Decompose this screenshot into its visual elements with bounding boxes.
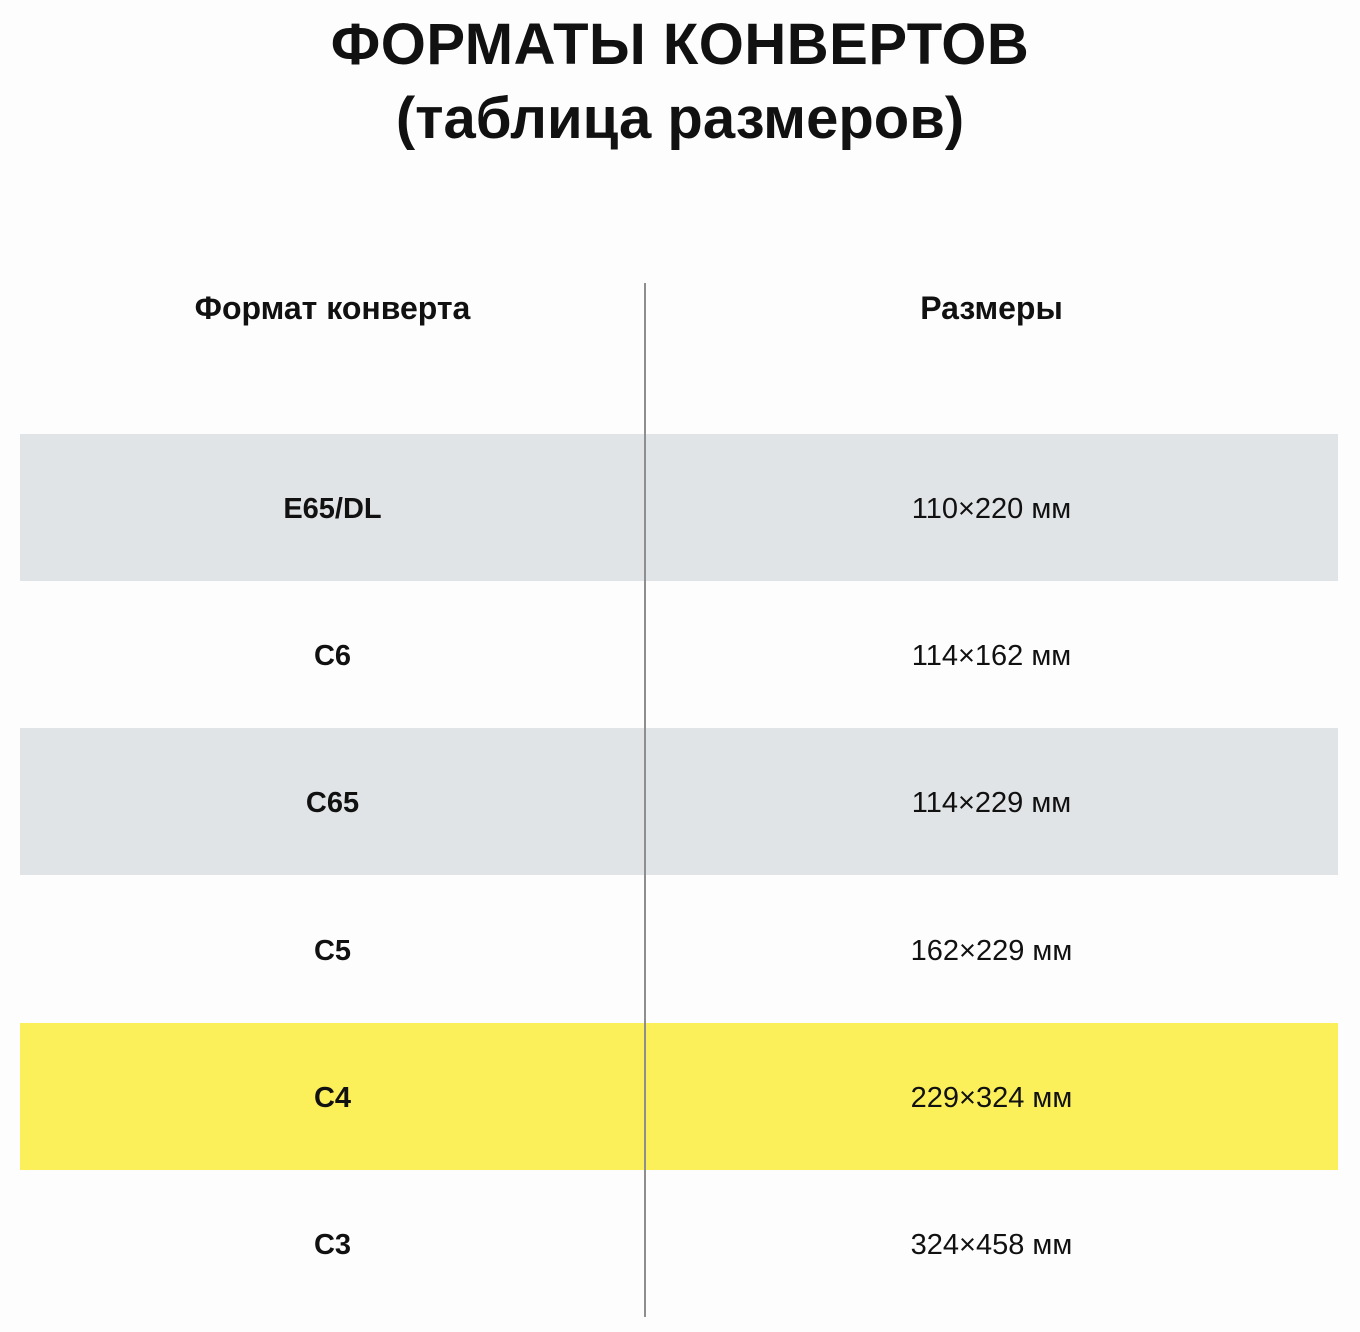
column-header-format: Формат конверта [194, 290, 471, 326]
size-cell: 162×229 мм [910, 935, 1073, 967]
format-cell: C5 [313, 935, 352, 967]
format-cell: C6 [313, 640, 352, 672]
format-cell: E65/DL [283, 493, 382, 525]
size-cell: 110×220 мм [911, 493, 1072, 525]
table-row: C6 114×162 мм [20, 581, 1338, 728]
table-row: C65 114×229 мм [20, 728, 1338, 875]
format-cell: C3 [313, 1229, 352, 1261]
table-row: C3 324×458 мм [20, 1170, 1338, 1317]
column-header-size: Размеры [920, 290, 1063, 326]
table-row-highlighted: C4 229×324 мм [20, 1023, 1338, 1170]
size-cell: 324×458 мм [910, 1229, 1073, 1261]
size-cell: 114×229 мм [911, 787, 1072, 819]
size-cell: 229×324 мм [910, 1082, 1073, 1114]
page-title: ФОРМАТЫ КОНВЕРТОВ [330, 12, 1030, 77]
size-cell: 114×162 мм [911, 640, 1072, 672]
table-row: E65/DL 110×220 мм [20, 434, 1338, 581]
format-cell: C65 [305, 787, 360, 819]
format-cell: C4 [313, 1082, 352, 1114]
table-row: C5 162×229 мм [20, 876, 1338, 1023]
column-divider [644, 283, 646, 1317]
page-subtitle: (таблица размеров) [395, 86, 965, 151]
